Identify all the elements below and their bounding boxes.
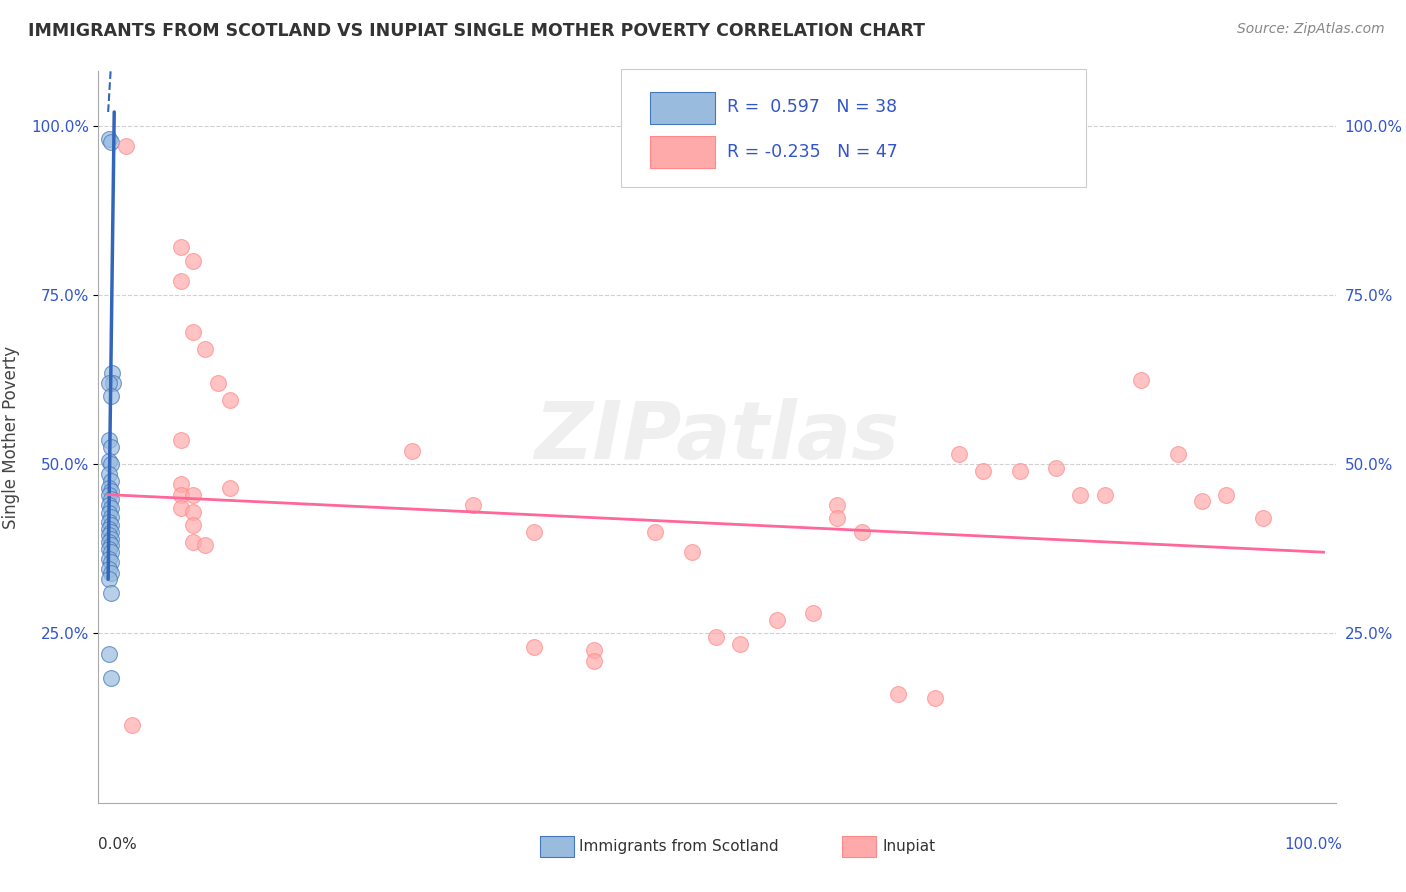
Point — [681, 545, 703, 559]
Point — [851, 524, 873, 539]
Point — [98, 521, 121, 535]
Point — [115, 139, 138, 153]
Point — [98, 647, 121, 661]
Point — [100, 492, 122, 507]
Point — [218, 481, 240, 495]
Point — [100, 524, 122, 539]
Y-axis label: Single Mother Poverty: Single Mother Poverty — [3, 345, 20, 529]
Point — [98, 498, 121, 512]
Point — [100, 518, 122, 533]
Point — [100, 136, 122, 150]
Point — [98, 535, 121, 549]
FancyBboxPatch shape — [650, 92, 714, 124]
Point — [100, 501, 122, 516]
Point — [1215, 488, 1237, 502]
Text: ZIPatlas: ZIPatlas — [534, 398, 900, 476]
Point — [170, 274, 193, 288]
Point — [100, 555, 122, 569]
Point — [827, 511, 849, 525]
Point — [522, 524, 544, 539]
Point — [100, 510, 122, 524]
Point — [765, 613, 787, 627]
Point — [98, 488, 121, 502]
Point — [181, 518, 204, 533]
Point — [181, 505, 204, 519]
Point — [98, 454, 121, 468]
Point — [170, 501, 193, 516]
Point — [100, 586, 122, 600]
Point — [181, 488, 204, 502]
Text: R = -0.235   N = 47: R = -0.235 N = 47 — [727, 143, 897, 161]
FancyBboxPatch shape — [620, 70, 1085, 187]
Point — [1094, 488, 1116, 502]
Point — [100, 566, 122, 580]
Point — [100, 532, 122, 546]
Point — [522, 640, 544, 654]
Point — [1191, 494, 1213, 508]
Point — [100, 545, 122, 559]
Point — [827, 498, 849, 512]
Point — [728, 637, 751, 651]
Point — [644, 524, 666, 539]
Point — [194, 538, 217, 552]
Point — [207, 376, 229, 390]
Point — [948, 447, 970, 461]
Point — [1130, 372, 1153, 386]
Point — [98, 506, 121, 520]
Point — [100, 389, 122, 403]
Point — [98, 552, 121, 566]
Point — [170, 477, 193, 491]
Point — [801, 606, 824, 620]
Point — [181, 325, 204, 339]
Point — [101, 366, 124, 380]
Point — [181, 535, 204, 549]
Text: 0.0%: 0.0% — [98, 837, 138, 852]
Text: Inupiat: Inupiat — [883, 839, 936, 854]
Point — [100, 440, 122, 454]
Point — [98, 541, 121, 556]
Point — [583, 654, 606, 668]
Point — [98, 132, 121, 146]
Point — [100, 538, 122, 552]
Point — [100, 474, 122, 488]
Point — [98, 434, 121, 448]
Point — [887, 688, 910, 702]
Point — [583, 643, 606, 657]
Point — [401, 443, 423, 458]
Point — [1167, 447, 1189, 461]
Point — [704, 630, 727, 644]
Point — [98, 572, 121, 586]
Point — [924, 690, 946, 705]
FancyBboxPatch shape — [650, 136, 714, 168]
Point — [218, 392, 240, 407]
Point — [1045, 460, 1067, 475]
Point — [98, 562, 121, 576]
Point — [1008, 464, 1031, 478]
Point — [100, 457, 122, 471]
Text: R =  0.597   N = 38: R = 0.597 N = 38 — [727, 98, 897, 116]
Point — [98, 467, 121, 482]
Text: 100.0%: 100.0% — [1285, 837, 1343, 852]
Point — [170, 488, 193, 502]
Point — [100, 671, 122, 685]
Point — [1069, 488, 1091, 502]
Point — [101, 376, 124, 390]
Point — [461, 498, 484, 512]
Point — [1251, 511, 1274, 525]
Point — [98, 481, 121, 495]
Point — [98, 515, 121, 529]
Point — [194, 342, 217, 356]
Text: IMMIGRANTS FROM SCOTLAND VS INUPIAT SINGLE MOTHER POVERTY CORRELATION CHART: IMMIGRANTS FROM SCOTLAND VS INUPIAT SING… — [28, 22, 925, 40]
Text: Immigrants from Scotland: Immigrants from Scotland — [579, 839, 779, 854]
Text: Source: ZipAtlas.com: Source: ZipAtlas.com — [1237, 22, 1385, 37]
Point — [170, 434, 193, 448]
Point — [170, 240, 193, 254]
Point — [181, 254, 204, 268]
Point — [121, 718, 143, 732]
Point — [100, 484, 122, 499]
Point — [972, 464, 994, 478]
Point — [98, 376, 121, 390]
Point — [98, 528, 121, 542]
